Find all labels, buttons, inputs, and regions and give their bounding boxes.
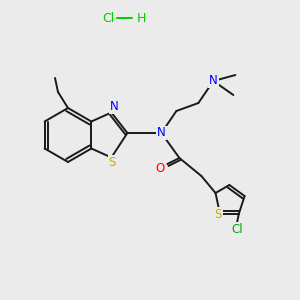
Text: N: N bbox=[110, 100, 119, 113]
Text: S: S bbox=[109, 156, 116, 169]
Text: N: N bbox=[157, 127, 166, 140]
Text: H: H bbox=[136, 11, 146, 25]
Text: N: N bbox=[209, 74, 218, 88]
Text: Cl: Cl bbox=[102, 11, 114, 25]
Text: S: S bbox=[214, 208, 222, 221]
Text: O: O bbox=[156, 163, 165, 176]
Text: Cl: Cl bbox=[231, 224, 243, 236]
